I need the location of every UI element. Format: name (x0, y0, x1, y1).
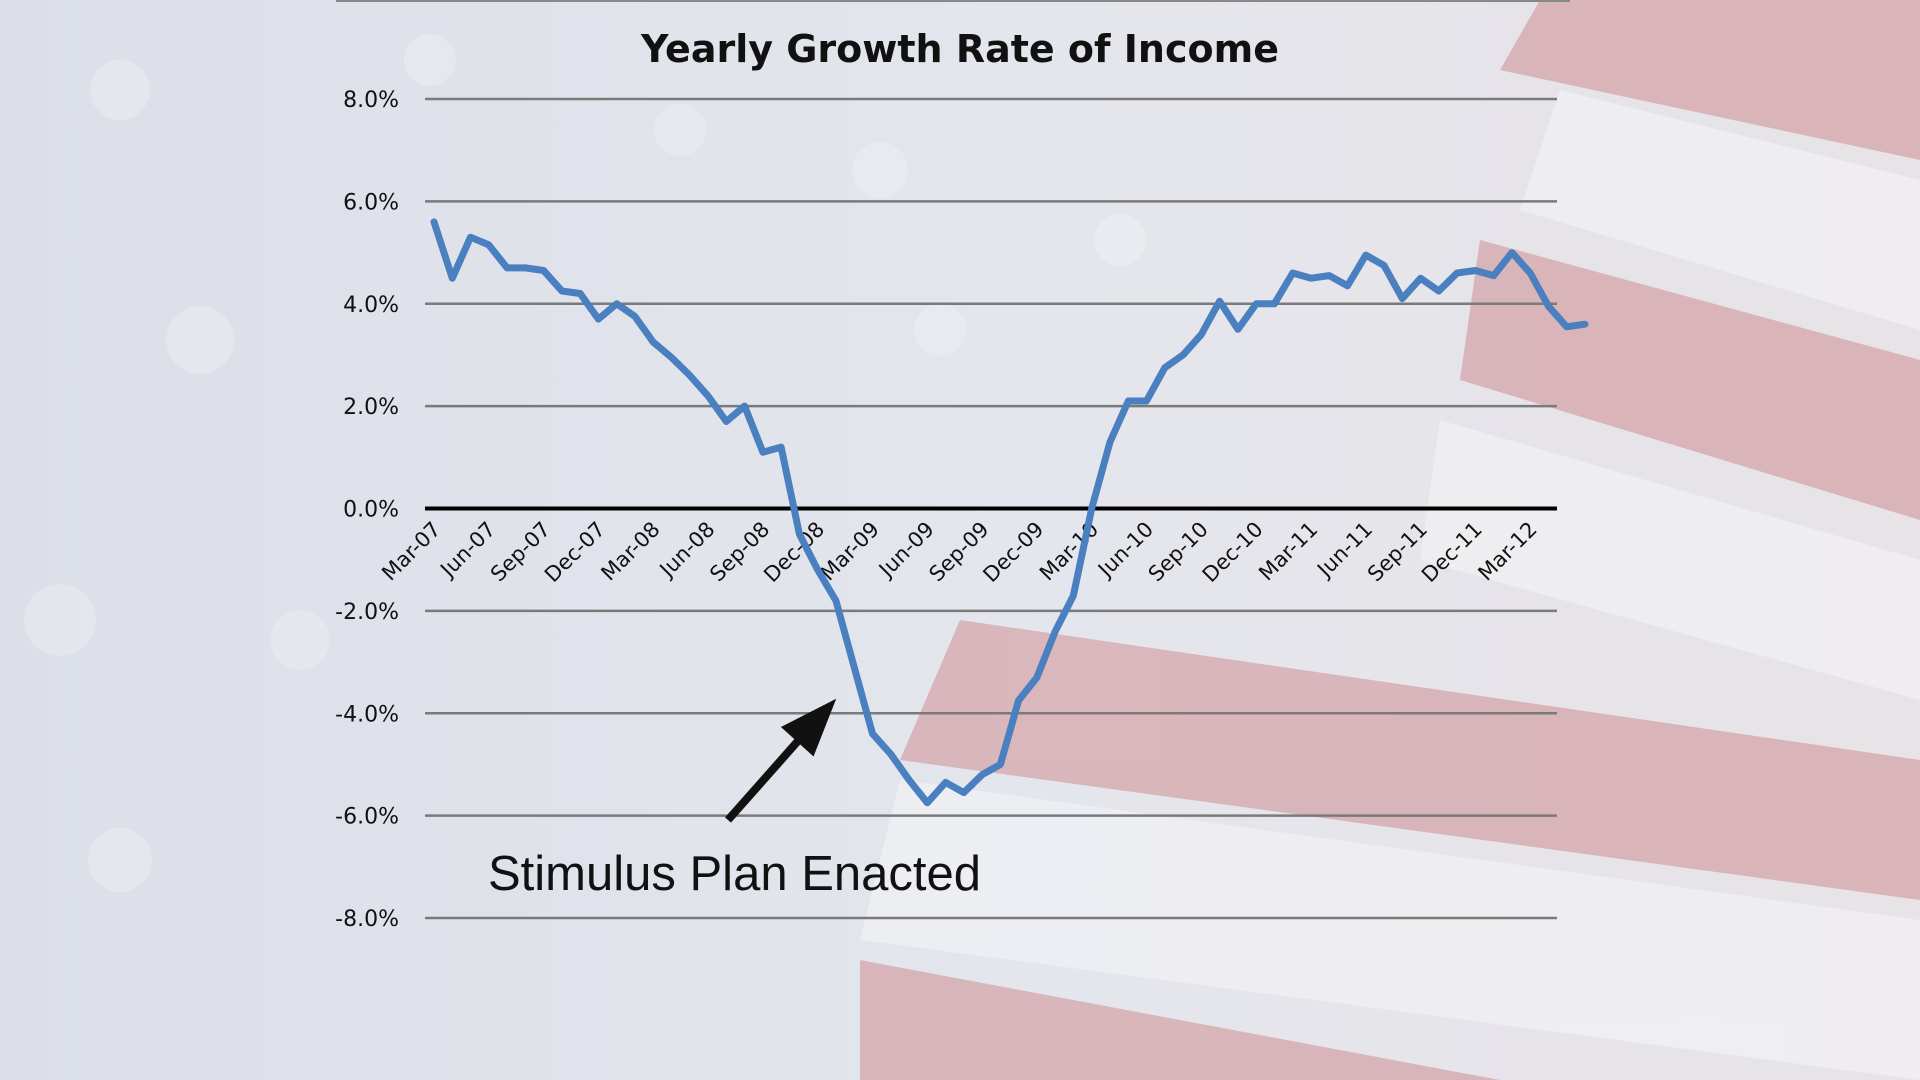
y-tick-label: -8.0% (335, 907, 399, 932)
y-tick-label: -6.0% (335, 805, 399, 830)
x-tick-label: Dec-09 (978, 517, 1048, 587)
y-tick-label: 4.0% (343, 293, 399, 318)
chart-title: Yearly Growth Rate of Income (640, 27, 1279, 71)
arrow-shaft (725, 734, 805, 823)
x-tick-label: Mar-12 (1473, 517, 1541, 585)
x-tick-label: Mar-08 (596, 517, 664, 585)
x-tick-label: Mar-09 (816, 517, 884, 585)
y-tick-label: 8.0% (343, 88, 399, 113)
x-tick-label: Dec-11 (1417, 517, 1487, 587)
x-tick-label: Mar-10 (1035, 517, 1103, 585)
x-tick-label: Mar-11 (1254, 517, 1322, 585)
y-tick-label: -2.0% (335, 600, 399, 625)
gridlines (425, 97, 1557, 920)
x-tick-label: Dec-07 (540, 517, 610, 587)
stimulus-arrow (725, 698, 837, 823)
x-tick-label: Dec-10 (1198, 517, 1268, 587)
income-growth-series-line (430, 218, 1589, 807)
y-tick-label: 2.0% (343, 395, 399, 420)
arrow-head-icon (780, 698, 837, 757)
y-tick-label: 0.0% (343, 498, 399, 523)
stimulus-annotation: Stimulus Plan Enacted (488, 847, 981, 901)
y-tick-label: -4.0% (335, 702, 399, 727)
x-axis-ticks: Mar-07Jun-07Sep-07Dec-07Mar-08Jun-08Sep-… (377, 517, 1541, 587)
y-tick-label: 6.0% (343, 190, 399, 215)
y-axis-ticks: 8.0% 6.0% 4.0% 2.0% 0.0% -2.0% -4.0% -6.0% -8.0% (335, 88, 399, 932)
series (430, 218, 1589, 807)
x-tick-label: Mar-07 (377, 517, 445, 585)
